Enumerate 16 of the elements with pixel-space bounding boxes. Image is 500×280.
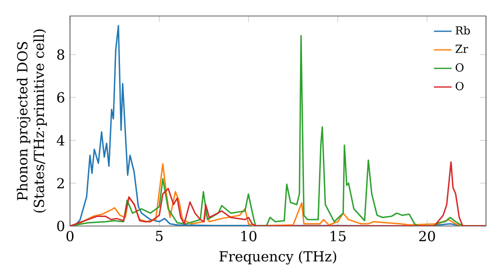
x-tick-label: 15 [330,230,346,242]
x-tick-label: 0 [66,230,74,242]
legend-label: O [456,63,464,72]
x-tick-label: 10 [241,230,256,242]
legend-label: Rb [456,26,470,35]
y-axis-title: Phonon projected DOS (States/THz·primitive cell) [16,30,47,213]
legend-label: O [456,82,464,90]
x-tick-label: 5 [156,230,163,242]
y-tick-label: 8 [57,49,64,60]
x-tick-label: 20 [419,230,435,242]
y-tick-label: 0 [57,220,64,232]
y-tick-label: 6 [57,92,64,103]
y-tick-label: 2 [57,178,64,188]
y-tick-label: 4 [56,135,64,146]
x-axis-title: Frequency (THz) [219,250,336,264]
legend-label: Zr [456,44,468,53]
